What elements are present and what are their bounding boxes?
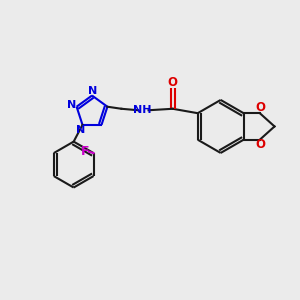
Text: O: O — [255, 101, 266, 114]
Text: N: N — [67, 100, 76, 110]
Text: N: N — [76, 125, 85, 135]
Text: F: F — [81, 145, 90, 158]
Text: O: O — [168, 76, 178, 89]
Text: N: N — [88, 85, 97, 95]
Text: O: O — [255, 139, 266, 152]
Text: NH: NH — [133, 105, 151, 115]
